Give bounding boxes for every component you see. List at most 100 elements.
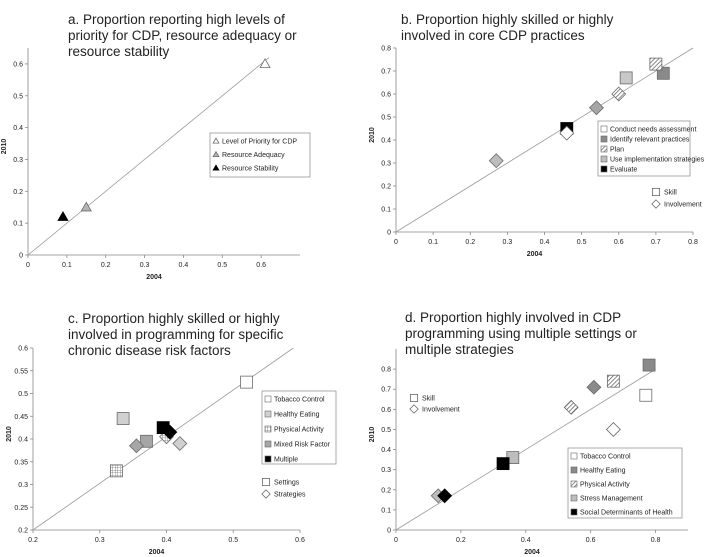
- shape-legend-label: Skill: [422, 396, 435, 403]
- shape-legend-marker: [409, 393, 418, 402]
- legend-box: [209, 132, 311, 178]
- legend-swatch: [570, 452, 578, 460]
- y-axis-label: 2010: [369, 427, 376, 443]
- chart-title-line: multiple strategies: [405, 342, 514, 357]
- y-tick-label: 0: [19, 253, 23, 260]
- legend-label: Physical Activity: [580, 482, 630, 489]
- y-tick-label: 0.4: [18, 437, 28, 444]
- data-point: [639, 388, 653, 402]
- legend: Tobacco Control Healthy Eating Physical Ac…: [261, 390, 337, 465]
- legend-label: Mixed Risk Factor: [274, 442, 331, 449]
- x-tick-label: 0: [394, 537, 398, 544]
- legend-label: Healthy Eating: [274, 412, 320, 419]
- y-tick-label: 0.35: [14, 459, 28, 466]
- y-tick-label: 0.7: [381, 387, 391, 394]
- y-tick-label: 0.2: [381, 487, 391, 494]
- y-tick-label: 0.8: [381, 46, 391, 53]
- legend-swatch: [570, 480, 578, 488]
- x-tick-label: 0.4: [521, 537, 531, 544]
- x-tick-label: 0.8: [688, 239, 698, 246]
- legend-label: Evaluate: [610, 167, 637, 174]
- y-tick-label: 0.4: [381, 138, 391, 145]
- x-tick-label: 0: [26, 262, 30, 269]
- panel-d: d. Proportion highly involved in CDPprog…: [369, 310, 688, 556]
- legend-swatch: [264, 425, 272, 433]
- x-tick-label: 0.4: [540, 239, 550, 246]
- chart-title-line: d. Proportion highly involved in CDP: [405, 310, 621, 325]
- chart-title-line: c. Proportion highly skilled or highly: [68, 311, 280, 326]
- y-tick-label: 0.6: [381, 407, 391, 414]
- legend-label: Healthy Eating: [580, 468, 626, 475]
- x-tick-label: 0.2: [28, 537, 38, 544]
- legend-swatch: [212, 137, 220, 144]
- x-tick-label: 0.5: [228, 537, 238, 544]
- shape-legend-label: Strategies: [274, 492, 306, 499]
- x-tick-label: 0: [394, 239, 398, 246]
- legend-swatch: [570, 466, 578, 474]
- shape-legend-marker: [652, 187, 661, 196]
- legend-box: [597, 120, 691, 177]
- shape-legend-label: Skill: [664, 190, 677, 197]
- y-tick-label: 0.5: [13, 93, 23, 100]
- legend-swatch: [600, 155, 608, 163]
- y-tick-label: 0.3: [381, 161, 391, 168]
- y-tick-label: 0.1: [381, 207, 391, 214]
- reference-line: [27, 57, 270, 256]
- data-point: [496, 457, 510, 471]
- x-tick-label: 0.5: [217, 262, 227, 269]
- legend-label: Conduct needs assessment: [610, 127, 696, 134]
- chart-title-line: priority for CDP, resource adequacy or: [68, 28, 297, 43]
- legend-swatch: [600, 135, 608, 143]
- shape-legend-label: Settings: [274, 480, 300, 487]
- legend-label: Plan: [610, 147, 624, 154]
- data-point: [589, 100, 604, 116]
- chart-title-line: involved in programming for specific: [68, 327, 284, 342]
- data-point: [606, 374, 620, 388]
- legend-label: Stress Management: [580, 496, 643, 503]
- y-tick-label: 0.6: [13, 61, 23, 68]
- x-tick-label: 0.6: [614, 239, 624, 246]
- x-tick-label: 0.1: [62, 262, 72, 269]
- panel-c: c. Proportion highly skilled or highlyin…: [6, 311, 337, 556]
- y-tick-label: 0.4: [13, 125, 23, 132]
- chart-title-line: b. Proportion highly skilled or highly: [401, 12, 614, 27]
- x-tick-label: 0.3: [503, 239, 513, 246]
- data-point: [259, 58, 271, 69]
- legend-swatch: [600, 145, 608, 153]
- y-axis-label: 2010: [6, 426, 13, 442]
- legend-box: [567, 447, 683, 519]
- legend-swatch: [600, 165, 608, 173]
- y-axis-label: 2010: [1, 139, 8, 155]
- shape-legend-marker: [409, 404, 419, 414]
- chart-title-line: resource stability: [68, 44, 170, 59]
- legend-label: Use implementation strategies: [610, 157, 705, 164]
- legend-label: Physical Activity: [274, 427, 324, 434]
- data-point: [611, 86, 627, 102]
- x-tick-label: 0.6: [256, 262, 266, 269]
- y-axis-label: 2010: [369, 127, 376, 143]
- shape-legend: Settings Strategies: [261, 477, 306, 499]
- y-tick-label: 0.6: [18, 346, 28, 353]
- legend-label: Tobacco Control: [274, 397, 325, 404]
- x-tick-label: 0.6: [295, 537, 305, 544]
- shape-legend: Skill Involvement: [409, 393, 460, 414]
- y-tick-label: 0.1: [13, 221, 23, 228]
- y-tick-label: 0.2: [18, 528, 28, 535]
- data-point: [240, 375, 254, 389]
- shape-legend-label: Involvement: [422, 407, 460, 414]
- legend-swatch: [264, 440, 272, 448]
- data-point: [488, 153, 504, 169]
- data-point: [128, 438, 144, 454]
- y-tick-label: 0: [387, 230, 391, 237]
- y-tick-label: 0.55: [14, 368, 28, 375]
- legend-swatch: [212, 164, 220, 171]
- chart-title-line: programming using multiple settings or: [405, 326, 637, 341]
- legend-swatch: [264, 395, 272, 403]
- legend: Conduct needs assessment Identify relevan…: [597, 120, 705, 177]
- legend-swatch: [212, 150, 220, 158]
- x-tick-label: 0.2: [465, 239, 475, 246]
- data-point: [586, 379, 602, 395]
- x-tick-label: 0.4: [162, 537, 172, 544]
- legend-label: Identify relevant practices: [610, 137, 690, 144]
